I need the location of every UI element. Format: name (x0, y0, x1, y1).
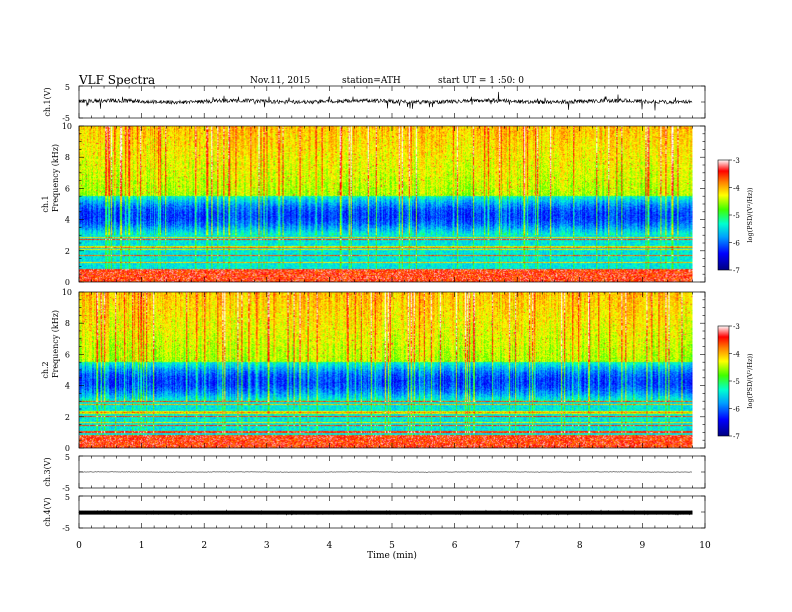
spectrogram-ch2 (79, 292, 693, 448)
ytick-ch1-10: 10 (62, 122, 72, 131)
ytick-ch3v-top: 5 (65, 453, 70, 462)
ytick-ch2-6: 6 (65, 350, 70, 359)
colorbar-ch1-label: log(PSD/(V²/Hz)) (746, 187, 754, 243)
colorbar-ch1: -3 -4 -5 -6 -7 log(PSD/(V²/Hz)) (717, 157, 754, 275)
ytick-ch3v-bottom: -5 (62, 484, 70, 493)
date-label: Nov.11, 2015 (250, 76, 311, 86)
xtick-6: 6 (452, 541, 458, 551)
ytick-ch1-6: 6 (65, 184, 70, 193)
ylabel-ch2-channel: ch.2 (41, 361, 50, 378)
colorbar-ch1-tick-m6: -6 (733, 240, 740, 248)
ylabel-ch1-channel: ch.1 (41, 195, 50, 212)
ylabel-ch4v: ch.4(V) (43, 497, 52, 526)
colorbar-ch1-tick-m7: -7 (733, 267, 740, 275)
ytick-ch2-8: 8 (65, 319, 70, 328)
spectrogram-ch1 (79, 126, 693, 282)
colorbar-ch1-gradient (717, 159, 730, 271)
xtick-5: 5 (389, 541, 395, 551)
xtick-8: 8 (577, 541, 583, 551)
ytick-ch1-0: 0 (65, 278, 70, 287)
ytick-ch4v-bottom: -5 (62, 524, 70, 533)
xtick-4: 4 (327, 541, 333, 551)
ytick-ch4v-top: 5 (65, 493, 70, 502)
ylabel-ch1-frequency: Frequency (kHz) (51, 144, 60, 212)
colorbar-ch2-tick-m4: -4 (733, 351, 740, 359)
ytick-ch2-4: 4 (65, 382, 70, 391)
waveform-traces (78, 91, 693, 516)
xtick-9: 9 (640, 541, 646, 551)
ytick-ch1v-top: 5 (65, 83, 70, 92)
xaxis-label: Time (min) (367, 550, 417, 561)
ytick-ch1v-bottom: -5 (62, 114, 70, 123)
ytick-ch2-2: 2 (65, 413, 70, 422)
station-label: station=ATH (342, 76, 401, 86)
ytick-ch1-8: 8 (65, 153, 70, 162)
ytick-ch2-0: 0 (65, 444, 70, 453)
colorbar-ch2-tick-m5: -5 (733, 378, 740, 386)
colorbar-ch2: -3 -4 -5 -6 -7 log(PSD/(V²/Hz)) (717, 323, 754, 441)
xtick-0: 0 (76, 541, 82, 551)
colorbar-ch2-gradient (717, 325, 730, 437)
xtick-2: 2 (201, 541, 207, 551)
trace-ch4v-band (79, 510, 693, 515)
colorbar-ch1-tick-m3: -3 (733, 157, 740, 165)
ytick-ch1-2: 2 (65, 247, 70, 256)
xtick-7: 7 (514, 541, 520, 551)
start-time-label: start UT = 1 :50: 0 (438, 76, 524, 86)
figure-title: VLF Spectra (79, 73, 156, 87)
ytick-ch2-10: 10 (62, 288, 72, 297)
colorbar-ch1-tick-m5: -5 (733, 212, 740, 220)
colorbar-ch2-tick-m3: -3 (733, 323, 740, 331)
trace-ch1v (78, 91, 693, 111)
colorbar-ch2-tick-m7: -7 (733, 433, 740, 441)
colorbar-ch2-label: log(PSD/(V²/Hz)) (746, 353, 754, 409)
colorbar-ch1-tick-m4: -4 (733, 185, 740, 193)
trace-ch3v (79, 471, 693, 473)
tick-marks (78, 85, 706, 529)
colorbar-ch2-tick-m6: -6 (733, 406, 740, 414)
xtick-1: 1 (139, 541, 145, 551)
ylabel-ch2-frequency: Frequency (kHz) (51, 310, 60, 378)
ylabel-ch3v: ch.3(V) (43, 457, 52, 486)
ylabel-ch1v: ch.1(V) (43, 87, 52, 116)
xtick-3: 3 (264, 541, 270, 551)
ytick-ch1-4: 4 (65, 216, 70, 225)
xtick-10: 10 (699, 541, 711, 551)
